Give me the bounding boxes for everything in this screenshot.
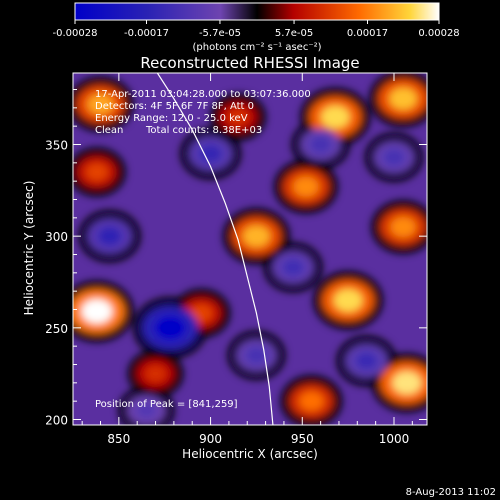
peak-position: Position of Peak = [841,259] [95, 399, 238, 410]
x-tick-label: 1000 [379, 432, 410, 446]
y-tick-label: 200 [45, 414, 68, 428]
y-tick-label: 350 [45, 139, 68, 153]
intensity-core [190, 304, 213, 322]
colorbar-tick-label: -0.00028 [53, 28, 98, 39]
intensity-map [73, 73, 427, 425]
x-tick-label: 900 [199, 432, 222, 446]
obs-time: 17-Apr-2011 03:04:28.000 to 03:07:36.000 [95, 89, 311, 100]
colorbar-units: (photons cm⁻² s⁻¹ asec⁻²) [192, 42, 321, 53]
intensity-core [354, 351, 379, 370]
colorbar-tick-label: 5.7e-05 [275, 28, 313, 39]
total-counts: Total counts: 8.38E+03 [145, 125, 262, 136]
intensity-core [97, 226, 122, 246]
colorbar-tick-label: 0.00028 [418, 28, 459, 39]
energy-range: Energy Range: 12.0 - 25.0 keV [95, 113, 248, 124]
detectors: Detectors: 4F 5F 6F 7F 8F, Att 0 [95, 101, 254, 112]
colorbar-tick-label: -0.00017 [124, 28, 169, 39]
intensity-core [392, 371, 422, 395]
method: Clean [95, 125, 123, 136]
y-tick-label: 250 [45, 322, 68, 336]
intensity-core [154, 315, 186, 340]
x-tick-label: 950 [291, 432, 314, 446]
colorbar-tick-label: -5.7e-05 [199, 28, 241, 39]
intensity-core [382, 148, 405, 166]
y-tick-label: 300 [45, 230, 68, 244]
colorbar [74, 2, 440, 21]
chart-title: Reconstructed RHESSI Image [140, 54, 359, 72]
intensity-core [227, 108, 249, 126]
intensity-core [281, 258, 305, 277]
intensity-core [299, 391, 324, 411]
intensity-core [145, 365, 166, 382]
colorbar-tick-label: 0.00017 [347, 28, 388, 39]
intensity-core [245, 346, 268, 364]
axes: 850 900 950 1000 200 250 300 350 [45, 73, 427, 446]
intensity-core [242, 225, 270, 247]
colorbar-ticks: -0.00028 -0.00017 -5.7e-05 5.7e-05 0.00017 0.… [53, 20, 460, 39]
intensity-core [333, 289, 363, 312]
footer-date: 8-Aug-2013 11:02 [406, 487, 496, 498]
intensity-core [309, 135, 332, 154]
intensity-core [320, 105, 350, 129]
intensity-core [81, 299, 113, 324]
intensity-core [389, 87, 417, 110]
intensity-core [85, 163, 108, 181]
y-axis-label: Heliocentric Y (arcsec) [22, 181, 36, 316]
intensity-core [390, 217, 416, 237]
intensity-core [135, 402, 157, 419]
intensity-core [87, 93, 114, 115]
solar-limb [156, 73, 274, 425]
x-axis-label: Heliocentric X (arcsec) [182, 447, 318, 461]
rhessi-image [73, 73, 427, 425]
intensity-core [293, 176, 319, 197]
intensity-core [198, 144, 223, 163]
x-tick-label: 850 [107, 432, 130, 446]
plot-frame [72, 72, 428, 426]
